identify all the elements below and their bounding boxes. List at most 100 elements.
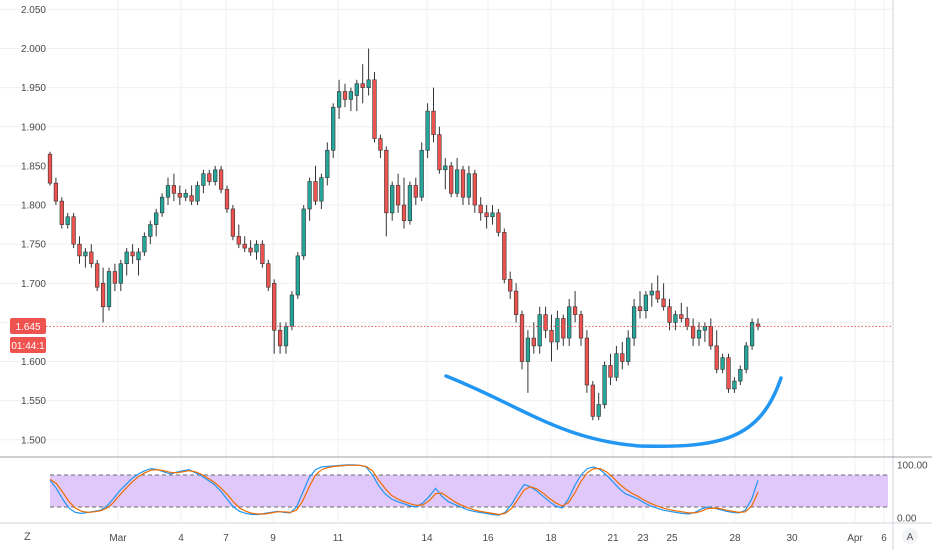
candle-up bbox=[159, 196, 165, 214]
candle-down bbox=[53, 182, 59, 202]
candle-up bbox=[354, 83, 359, 96]
candle-up bbox=[702, 326, 708, 331]
candle-up bbox=[124, 251, 129, 265]
candle-down bbox=[484, 212, 489, 218]
stochastic-line bbox=[49, 464, 759, 516]
x-tick-label: 28 bbox=[729, 533, 741, 544]
candle-up bbox=[154, 212, 159, 225]
x-tick-label: 25 bbox=[666, 533, 678, 544]
x-tick-label: 21 bbox=[607, 533, 619, 544]
y-tick-label: 1.850 bbox=[21, 161, 46, 172]
zoom-icon[interactable]: Z bbox=[24, 531, 31, 543]
candle-down bbox=[272, 282, 277, 331]
candle-up bbox=[738, 369, 743, 382]
annotation-curve bbox=[444, 374, 783, 449]
candle-up bbox=[555, 318, 560, 343]
candle-up bbox=[118, 263, 123, 284]
candle-down bbox=[543, 314, 548, 331]
stochastic-line bbox=[49, 464, 759, 516]
candle-down bbox=[112, 271, 118, 284]
candle-down bbox=[218, 169, 224, 190]
y-tick-label: 1.700 bbox=[21, 279, 46, 290]
time-axis-labels[interactable]: Mar 4 7 9 11 14 16 18 21 23 25 28 30 Apr 6 bbox=[109, 533, 887, 544]
candle-up bbox=[195, 185, 200, 202]
candle-down bbox=[413, 185, 418, 198]
candle-down bbox=[502, 232, 507, 280]
candle-up bbox=[596, 404, 601, 417]
candle-down bbox=[89, 251, 94, 265]
candle-down bbox=[236, 236, 241, 245]
candle-down bbox=[372, 79, 377, 139]
candle-down bbox=[189, 195, 194, 202]
y-tick-label: 1.750 bbox=[21, 240, 46, 251]
x-tick-label: 14 bbox=[421, 533, 433, 544]
candle-down bbox=[313, 181, 318, 202]
auto-scale-icon[interactable]: A bbox=[907, 532, 914, 543]
candle-down bbox=[685, 318, 690, 327]
auto-scale-button[interactable] bbox=[902, 528, 918, 544]
x-tick-label: 6 bbox=[881, 533, 887, 544]
candle-up bbox=[720, 357, 725, 370]
candle-down bbox=[260, 243, 265, 265]
candle-up bbox=[65, 216, 70, 225]
x-tick-label: 11 bbox=[333, 533, 344, 544]
candle-up bbox=[336, 91, 342, 108]
oscillator-axis-labels[interactable]: 100.00 0.00 bbox=[897, 460, 928, 524]
candle-down bbox=[277, 329, 283, 347]
candle-down bbox=[590, 384, 595, 417]
candle-up bbox=[614, 353, 619, 378]
x-tick-label: 4 bbox=[178, 533, 184, 544]
candle-up bbox=[744, 345, 749, 370]
bottom-controls[interactable]: Z A bbox=[24, 528, 918, 544]
y-tick-label: 1.550 bbox=[21, 396, 46, 407]
candle-up bbox=[602, 365, 607, 405]
candle-down bbox=[708, 326, 713, 347]
x-tick-label: 30 bbox=[786, 533, 798, 544]
candle-down bbox=[384, 149, 389, 214]
candle-up bbox=[443, 165, 448, 171]
candle-up bbox=[148, 224, 153, 237]
candle-down bbox=[230, 208, 236, 237]
candle-down bbox=[519, 314, 525, 362]
candle-down bbox=[242, 243, 247, 249]
candle-down bbox=[572, 306, 578, 315]
candle-up bbox=[307, 181, 312, 210]
candle-down bbox=[248, 247, 253, 253]
candle-down bbox=[608, 365, 613, 378]
candle-down bbox=[478, 204, 483, 214]
x-tick-label: 7 bbox=[223, 533, 229, 544]
countdown-label: 01:44:1 bbox=[11, 341, 45, 352]
candle-down bbox=[437, 134, 442, 171]
candle-down bbox=[496, 212, 501, 233]
candle-down bbox=[71, 216, 76, 245]
candle-up bbox=[643, 294, 649, 311]
candle-up bbox=[348, 91, 354, 100]
candle-down bbox=[59, 200, 64, 225]
candle-down bbox=[508, 279, 513, 292]
candle-up bbox=[183, 192, 188, 198]
candle-down bbox=[266, 263, 271, 288]
candle-down bbox=[679, 314, 684, 319]
candle-up bbox=[283, 326, 289, 347]
candle-down bbox=[378, 138, 383, 151]
x-tick-label: 9 bbox=[270, 533, 276, 544]
candle-down bbox=[460, 169, 466, 198]
y-tick-label: 1.600 bbox=[21, 357, 46, 368]
candle-up bbox=[626, 337, 631, 362]
candle-down bbox=[667, 306, 672, 323]
current-price-label: 1.645 bbox=[15, 322, 40, 333]
candle-up bbox=[631, 306, 637, 339]
candle-up bbox=[749, 322, 755, 347]
candle-down bbox=[513, 290, 519, 315]
candle-up bbox=[136, 251, 141, 261]
candle-up bbox=[673, 314, 678, 323]
candle-down bbox=[561, 318, 566, 339]
candle-down bbox=[360, 83, 365, 88]
candle-up bbox=[254, 243, 259, 253]
candle-down bbox=[661, 298, 666, 308]
candle-down bbox=[47, 153, 53, 184]
price-badge-box bbox=[10, 318, 46, 334]
